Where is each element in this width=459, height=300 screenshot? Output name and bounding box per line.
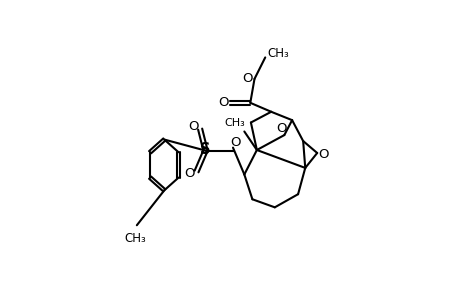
- Text: O: O: [230, 136, 241, 149]
- Text: O: O: [318, 148, 328, 161]
- Text: O: O: [276, 122, 286, 135]
- Text: CH₃: CH₃: [267, 47, 289, 60]
- Text: O: O: [241, 71, 252, 85]
- Text: CH₃: CH₃: [224, 118, 245, 128]
- Text: O: O: [218, 96, 228, 109]
- Text: O: O: [188, 120, 198, 133]
- Text: O: O: [185, 167, 195, 180]
- Text: CH₃: CH₃: [124, 232, 146, 245]
- Text: S: S: [199, 142, 210, 157]
